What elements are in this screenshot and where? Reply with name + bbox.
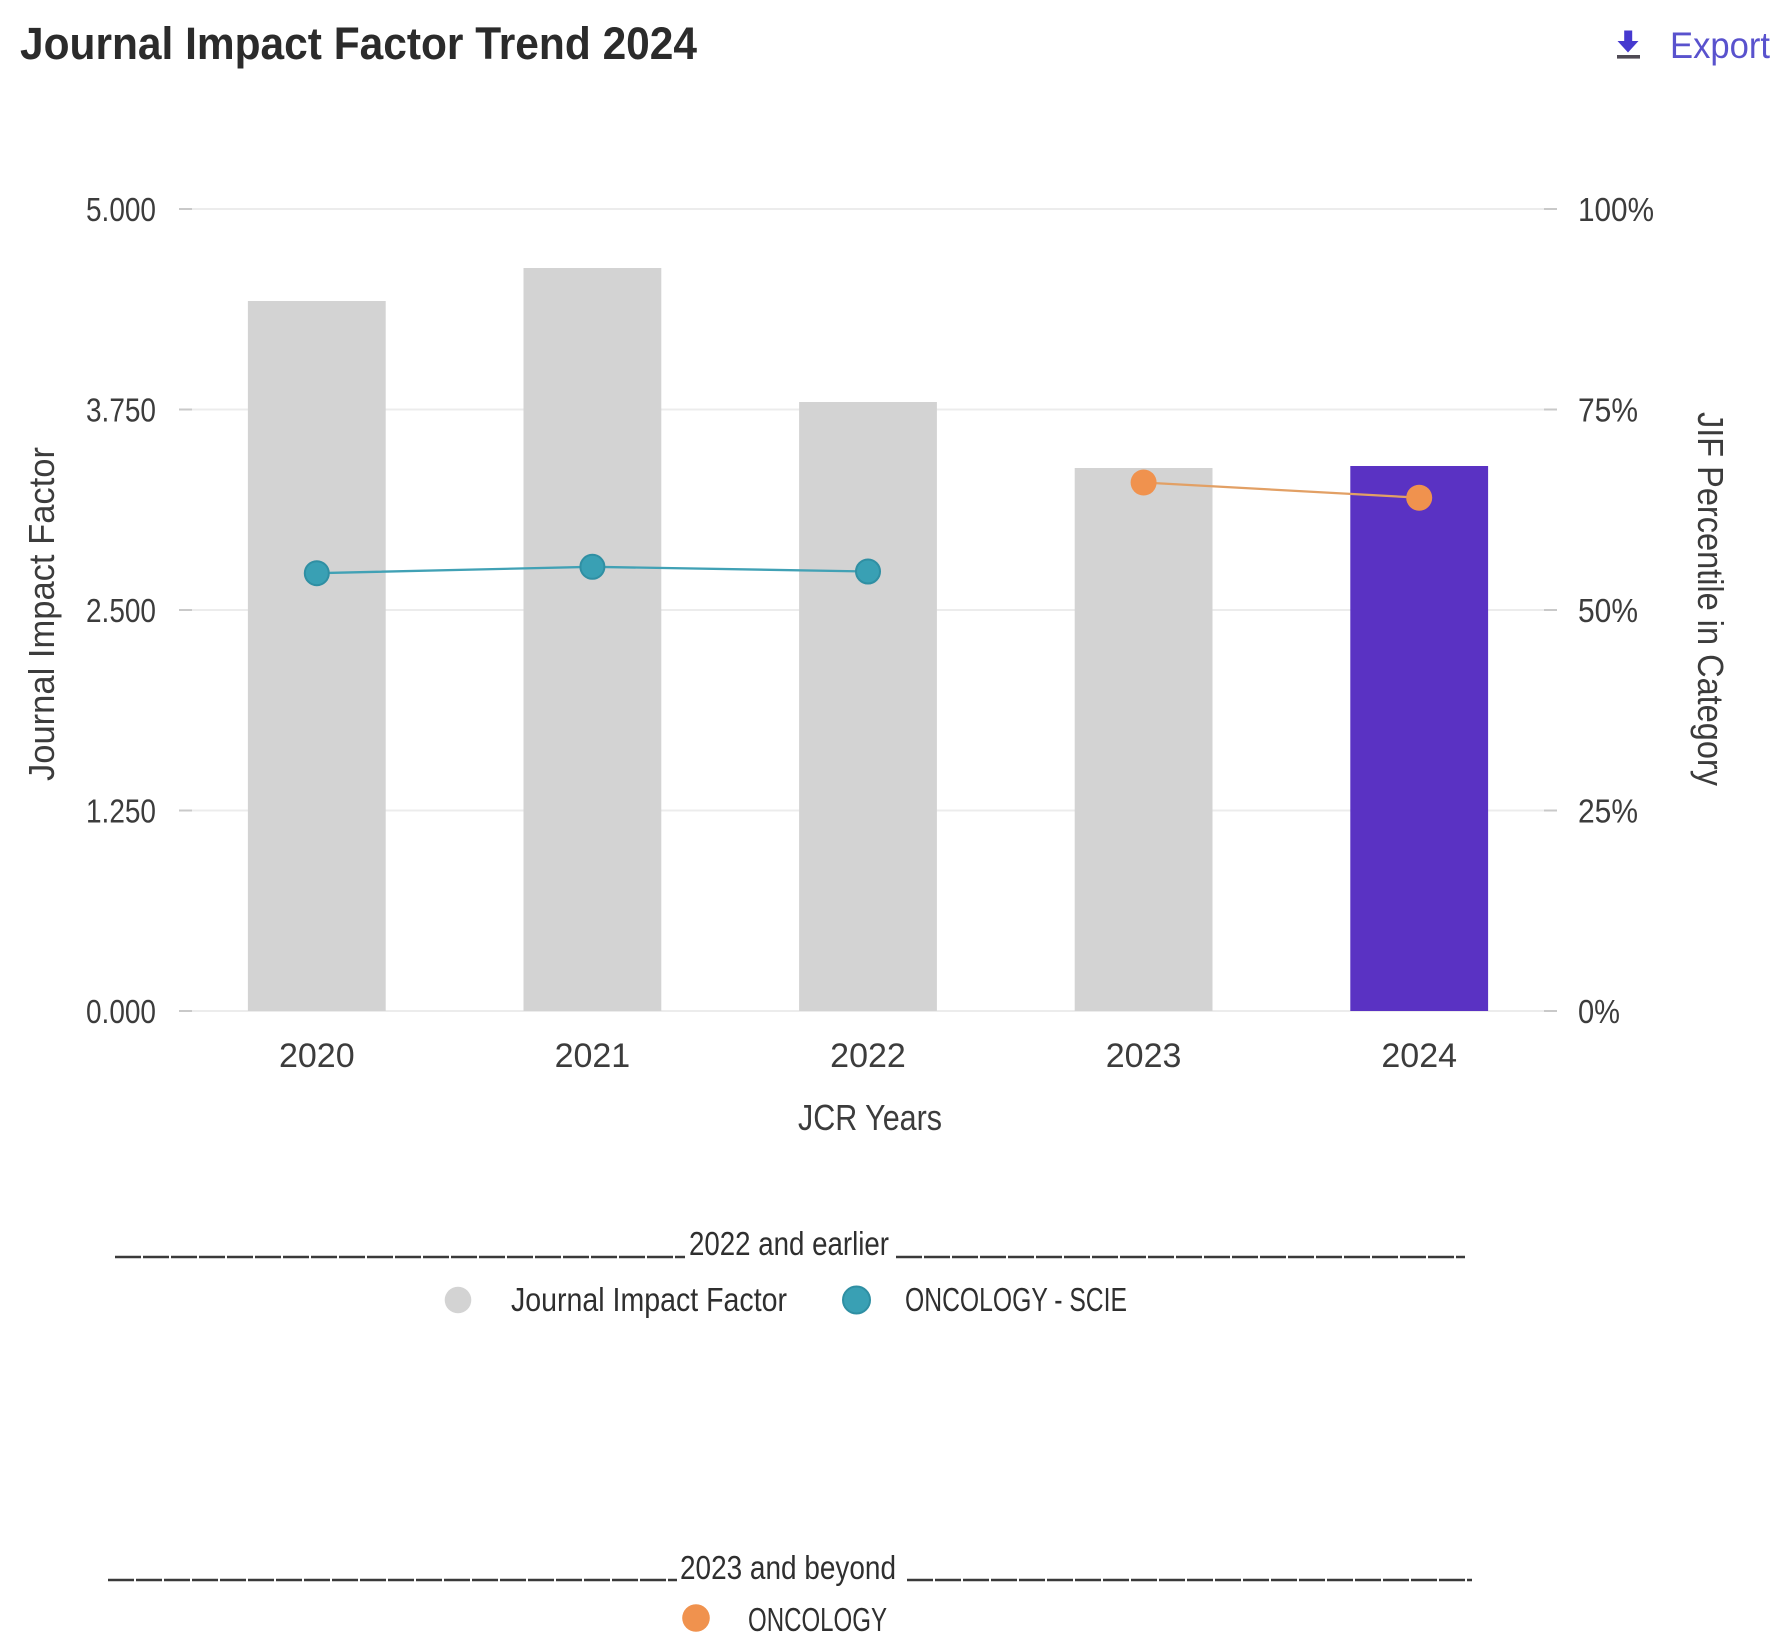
svg-text:2020: 2020 <box>279 1037 355 1075</box>
svg-text:ONCOLOGY: ONCOLOGY <box>748 1601 887 1638</box>
svg-text:0.000: 0.000 <box>86 993 156 1030</box>
svg-text:Journal Impact Factor: Journal Impact Factor <box>21 447 62 781</box>
svg-text:2024: 2024 <box>1381 1037 1457 1075</box>
svg-text:ONCOLOGY - SCIE: ONCOLOGY - SCIE <box>905 1281 1127 1318</box>
svg-text:50%: 50% <box>1578 592 1638 629</box>
svg-text:2022 and earlier: 2022 and earlier <box>689 1225 889 1262</box>
svg-text:0%: 0% <box>1578 993 1620 1030</box>
svg-text:100%: 100% <box>1578 191 1654 228</box>
svg-text:Journal Impact Factor Trend 20: Journal Impact Factor Trend 2024 <box>20 18 697 69</box>
svg-text:Export: Export <box>1670 25 1771 66</box>
svg-text:3.750: 3.750 <box>86 392 156 429</box>
svg-text:2022: 2022 <box>830 1037 906 1075</box>
svg-text:25%: 25% <box>1578 793 1638 830</box>
svg-text:1.250: 1.250 <box>86 793 156 830</box>
svg-text:Journal Impact Factor: Journal Impact Factor <box>511 1281 787 1318</box>
svg-text:5.000: 5.000 <box>86 191 156 228</box>
svg-text:75%: 75% <box>1578 392 1638 429</box>
svg-text:2023 and beyond: 2023 and beyond <box>680 1549 896 1586</box>
svg-text:2021: 2021 <box>555 1037 631 1075</box>
svg-text:2.500: 2.500 <box>86 592 156 629</box>
svg-text:JIF Percentile in Category: JIF Percentile in Category <box>1690 412 1731 786</box>
svg-text:2023: 2023 <box>1106 1037 1182 1075</box>
svg-text:JCR Years: JCR Years <box>798 1097 942 1138</box>
